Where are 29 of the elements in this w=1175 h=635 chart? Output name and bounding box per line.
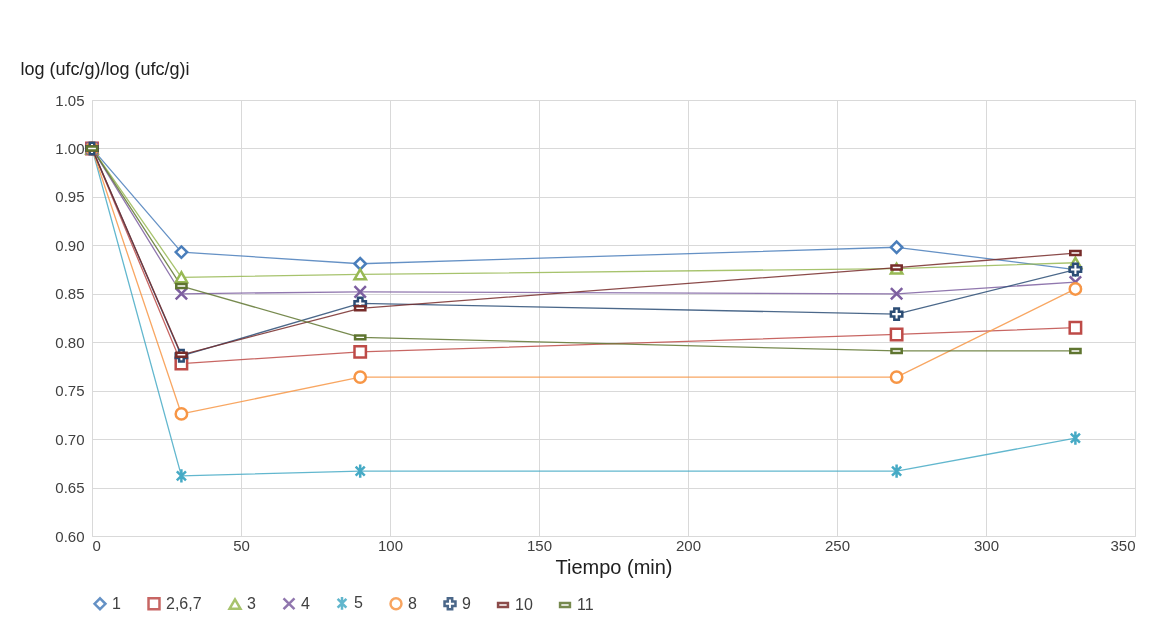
y-tick-label: 0.65 — [55, 479, 85, 497]
x-tick-label: 100 — [377, 536, 404, 554]
legend-label: 3 — [247, 595, 256, 613]
legend-label: 5 — [354, 594, 363, 612]
x-tick-label: 250 — [824, 536, 851, 554]
x-axis-title: Tiempo (min) — [555, 555, 673, 578]
y-tick-label: 1.05 — [55, 91, 85, 109]
legend-label: 4 — [301, 594, 310, 612]
y-tick-label: 0.60 — [55, 527, 85, 545]
legend-label: 1 — [112, 594, 121, 612]
x-tick-label: 50 — [233, 536, 250, 554]
x-tick-label: 0 — [92, 536, 101, 554]
y-axis-title: log (ufc/g)/log (ufc/g)i — [20, 58, 190, 79]
y-tick-label: 0.80 — [55, 333, 85, 351]
x-tick-label: 200 — [675, 536, 702, 554]
y-tick-label: 1.00 — [55, 139, 85, 157]
x-tick-label: 150 — [526, 536, 553, 554]
legend-label: 11 — [577, 596, 594, 613]
y-tick-label: 0.70 — [55, 430, 85, 448]
legend-label: 2,6,7 — [166, 594, 202, 612]
y-tick-label: 0.90 — [55, 236, 85, 254]
y-tick-label: 0.95 — [55, 188, 85, 206]
legend-label: 9 — [462, 594, 471, 612]
y-tick-label: 0.75 — [55, 382, 85, 400]
y-tick-label: 0.85 — [55, 285, 85, 303]
x-tick-label: 300 — [973, 536, 1000, 554]
legend-label: 10 — [515, 596, 533, 613]
legend-label: 8 — [408, 594, 417, 612]
x-tick-label: 350 — [1110, 536, 1136, 554]
